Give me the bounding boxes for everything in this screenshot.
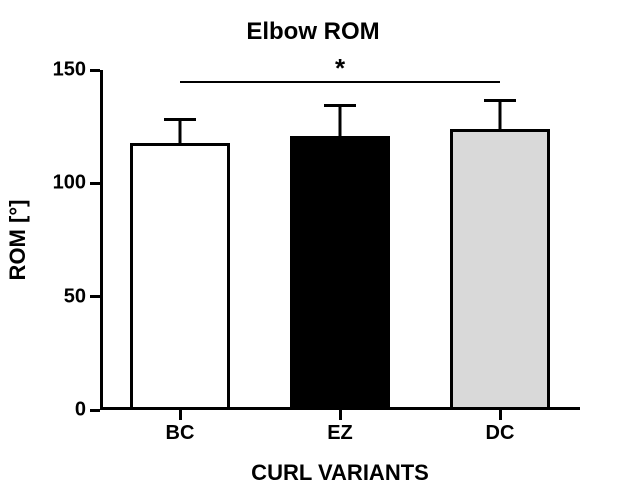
bar-bc [130, 143, 229, 410]
y-axis-title: ROM [°] [5, 200, 31, 281]
y-tick-label: 100 [53, 172, 86, 195]
x-tick [179, 410, 182, 420]
chart-container: Elbow ROM ROM [°] 050100150BCEZDC* CURL … [0, 0, 626, 500]
y-tick [90, 69, 100, 72]
significance-label: * [335, 53, 345, 84]
y-tick [90, 182, 100, 185]
x-tick-label: EZ [327, 422, 353, 445]
y-tick-label: 0 [75, 399, 86, 422]
bar-ez [290, 136, 389, 410]
y-tick [90, 295, 100, 298]
y-tick [90, 409, 100, 412]
y-tick-label: 150 [53, 59, 86, 82]
chart-title: Elbow ROM [0, 18, 626, 46]
bar-dc [450, 129, 549, 410]
x-tick [339, 410, 342, 420]
x-tick-label: DC [486, 422, 515, 445]
y-tick-label: 50 [64, 285, 86, 308]
y-axis-line [100, 70, 103, 410]
plot-area: 050100150BCEZDC* [100, 70, 580, 410]
x-axis-title: CURL VARIANTS [251, 460, 429, 486]
x-tick-label: BC [166, 422, 195, 445]
x-tick [499, 410, 502, 420]
